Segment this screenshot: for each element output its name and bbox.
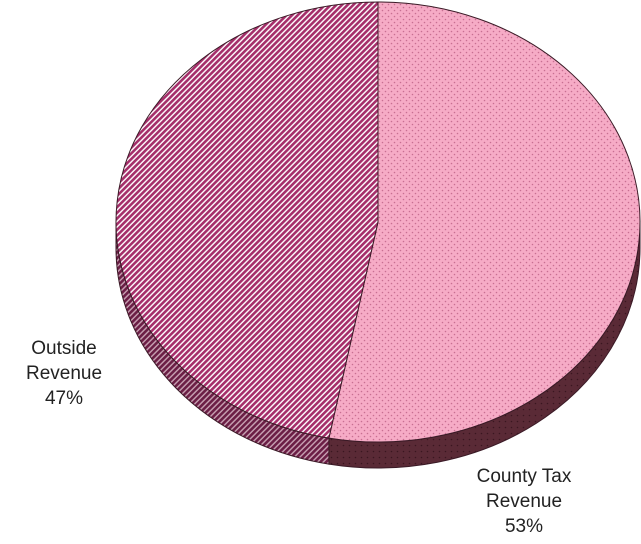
pie-slice-label: Outside Revenue 47% [26, 338, 102, 409]
pie-slice-label-line: 53% [505, 516, 543, 537]
pie-labels: County Tax Revenue 53% Outside Revenue 47% [26, 338, 572, 537]
pie-slice-label-line: Revenue [26, 363, 102, 384]
pie-slice-label-line: 47% [45, 388, 83, 409]
pie-slice [328, 1, 641, 443]
pie-slices [115, 1, 641, 443]
pie-slice-label-line: County Tax [477, 466, 572, 487]
pie-slice [115, 1, 379, 439]
pie-slice-label-line: Revenue [486, 491, 562, 512]
pie-slice-label: County Tax Revenue 53% [477, 466, 572, 537]
pie-slice-label-line: Outside [31, 338, 96, 359]
